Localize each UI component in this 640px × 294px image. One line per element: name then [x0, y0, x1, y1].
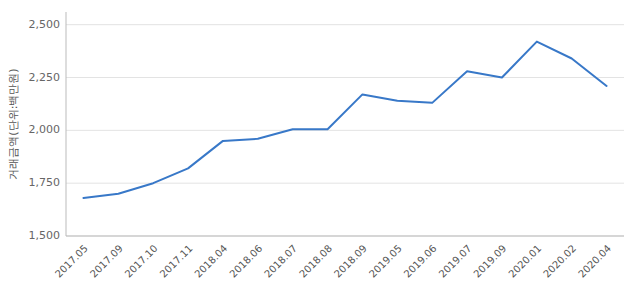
y-tick-label: 1,750 — [29, 176, 61, 189]
x-tick-label: 2019.05 — [367, 243, 404, 280]
x-tick-label: 2018.04 — [192, 243, 229, 280]
y-tick-label: 2,000 — [29, 123, 61, 136]
x-axis-line — [66, 236, 624, 237]
y-grid — [66, 25, 624, 236]
x-tick-label: 2020.04 — [576, 243, 613, 280]
x-tick-label: 2019.06 — [402, 243, 439, 280]
x-tick-label: 2019.09 — [471, 243, 508, 280]
y-axis-line — [66, 12, 67, 236]
data-line — [83, 42, 606, 198]
grid-line — [66, 77, 624, 78]
y-axis-label: 거래금액(단위:백만원) — [7, 68, 20, 179]
y-tick-label: 2,250 — [29, 71, 61, 84]
x-tick-label: 2017.05 — [53, 243, 90, 280]
chart-container: 1,5001,7502,0002,2502,5002017.052017.092… — [0, 0, 640, 294]
x-tick-label: 2017.10 — [123, 243, 160, 280]
grid-line — [66, 24, 624, 25]
x-tick-label: 2017.11 — [158, 243, 195, 280]
x-tick-label: 2017.09 — [88, 243, 125, 280]
x-tick-label: 2020.01 — [506, 243, 543, 280]
grid-line — [66, 236, 624, 237]
x-tick-label: 2018.06 — [227, 243, 264, 280]
x-tick-label: 2018.07 — [262, 243, 299, 280]
x-tick-label: 2018.09 — [332, 243, 369, 280]
y-tick-label: 1,500 — [29, 229, 61, 242]
plot-area — [83, 42, 606, 198]
y-tick-label: 2,500 — [29, 18, 61, 31]
x-tick-label: 2019.07 — [437, 243, 474, 280]
x-tick-label: 2018.08 — [297, 243, 334, 280]
chart-svg: 1,5001,7502,0002,2502,5002017.052017.092… — [0, 0, 640, 294]
grid-line — [66, 130, 624, 131]
x-tick-label: 2020.02 — [541, 243, 578, 280]
